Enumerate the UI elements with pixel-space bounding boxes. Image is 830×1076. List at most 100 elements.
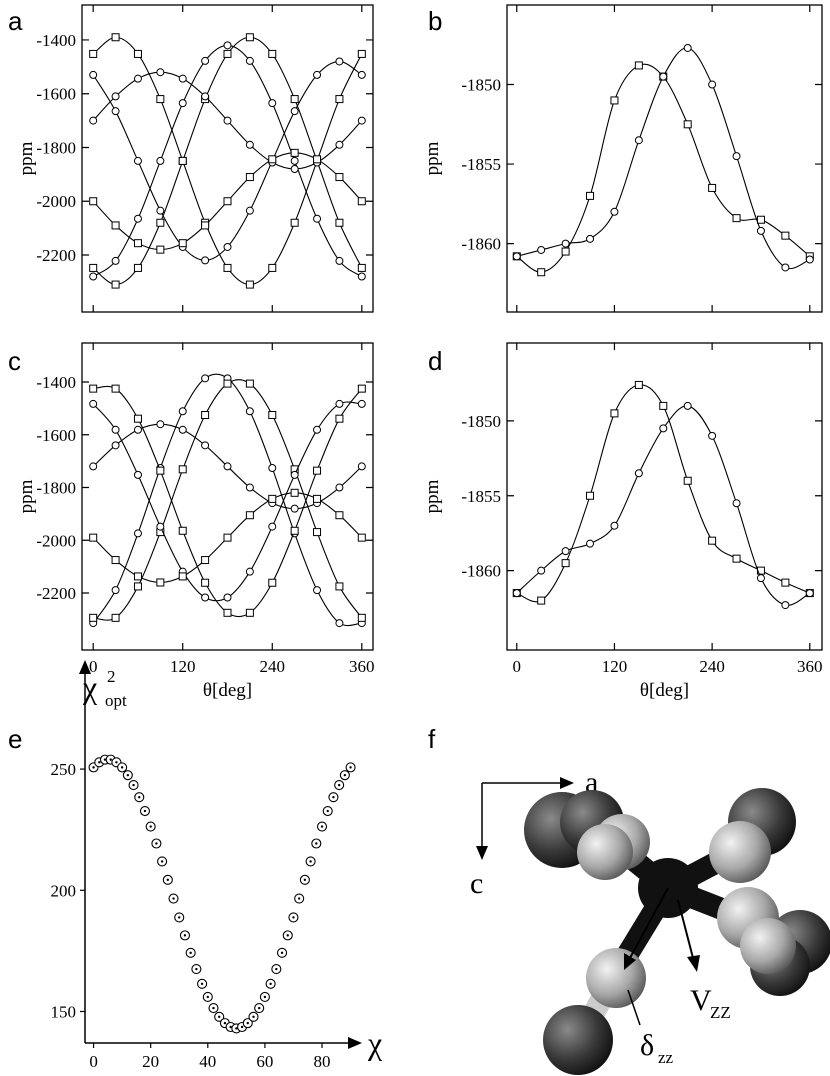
- marker: [586, 234, 595, 243]
- marker: [133, 425, 142, 434]
- y-tick-label: -1800: [36, 138, 76, 157]
- marker: [111, 425, 120, 434]
- marker-dot: [218, 1015, 221, 1019]
- y-tick-label: 200: [51, 881, 77, 900]
- marker: [537, 268, 546, 277]
- marker: [561, 547, 570, 556]
- y-tick-label: -1800: [36, 479, 76, 498]
- marker: [268, 155, 277, 164]
- atom: [577, 824, 633, 880]
- marker: [223, 49, 232, 58]
- marker: [178, 465, 187, 474]
- marker: [357, 263, 366, 272]
- marker: [157, 856, 168, 867]
- vector-subscript: ZZ: [710, 1003, 731, 1022]
- marker: [357, 197, 366, 206]
- marker: [111, 586, 120, 595]
- marker-dot: [212, 1006, 215, 1010]
- marker: [223, 533, 232, 542]
- marker: [683, 476, 692, 485]
- marker: [683, 120, 692, 129]
- marker: [89, 197, 98, 206]
- marker: [89, 49, 98, 58]
- marker-dot: [337, 783, 341, 787]
- marker: [202, 991, 213, 1002]
- marker: [290, 218, 299, 227]
- marker: [197, 978, 208, 989]
- y-axis-label-superscript: 2: [107, 667, 116, 686]
- marker: [512, 252, 521, 261]
- marker: [294, 893, 305, 904]
- y-tick-label: -2200: [36, 584, 76, 603]
- marker: [357, 533, 366, 542]
- marker: [290, 148, 299, 157]
- marker: [168, 893, 179, 904]
- marker: [335, 140, 344, 149]
- y-axis-label: ppm: [16, 479, 37, 513]
- marker: [122, 770, 133, 781]
- marker-dot: [240, 1025, 244, 1029]
- marker-dot: [343, 773, 347, 777]
- marker: [89, 462, 98, 471]
- atom: [709, 821, 771, 883]
- marker: [139, 805, 151, 817]
- marker-dot: [109, 758, 112, 761]
- marker: [178, 572, 187, 581]
- marker: [756, 574, 765, 583]
- x-tick-label: 360: [349, 657, 375, 676]
- marker: [201, 56, 210, 65]
- marker: [268, 578, 277, 587]
- marker: [133, 414, 142, 423]
- arrow-head: [624, 953, 636, 970]
- y-tick-label: -2000: [36, 192, 76, 211]
- x-tick-label: 0: [513, 657, 522, 676]
- marker: [111, 441, 120, 450]
- marker: [290, 156, 299, 165]
- marker: [111, 613, 120, 622]
- marker: [634, 380, 643, 389]
- plot-frame: [506, 342, 823, 651]
- marker: [634, 469, 643, 478]
- marker: [178, 99, 187, 108]
- marker-dot: [320, 825, 324, 828]
- curve: [92, 44, 363, 277]
- marker: [201, 593, 210, 602]
- marker: [156, 466, 165, 475]
- panel-label: f: [428, 724, 436, 754]
- y-tick-label: -1600: [36, 426, 76, 445]
- marker: [89, 384, 98, 393]
- marker: [133, 582, 142, 591]
- marker: [268, 494, 277, 503]
- marker-dot: [166, 878, 170, 882]
- marker: [357, 116, 366, 125]
- marker: [178, 239, 187, 248]
- marker: [805, 255, 814, 264]
- y-tick-label: -2200: [36, 246, 76, 265]
- marker: [335, 95, 344, 104]
- marker: [357, 384, 366, 393]
- marker: [89, 272, 98, 281]
- marker-dot: [132, 783, 135, 787]
- marker: [334, 780, 345, 791]
- x-tick-label: 240: [260, 657, 286, 676]
- marker-dot: [92, 766, 95, 769]
- y-tick-label: -1855: [461, 487, 501, 506]
- marker: [191, 964, 202, 975]
- y-axis-label: χ: [82, 669, 98, 705]
- marker: [156, 68, 165, 77]
- marker: [290, 470, 299, 479]
- panel-label: c: [8, 346, 21, 376]
- marker: [265, 978, 276, 989]
- marker: [133, 263, 142, 272]
- marker: [201, 411, 210, 420]
- marker-dot: [143, 809, 147, 813]
- marker-dot: [326, 809, 329, 813]
- marker-dot: [263, 995, 267, 999]
- atom: [740, 918, 796, 974]
- marker: [276, 947, 288, 958]
- arrow-head: [79, 660, 91, 674]
- marker: [133, 49, 142, 58]
- curve: [516, 405, 811, 606]
- marker: [316, 821, 328, 832]
- marker: [245, 407, 254, 416]
